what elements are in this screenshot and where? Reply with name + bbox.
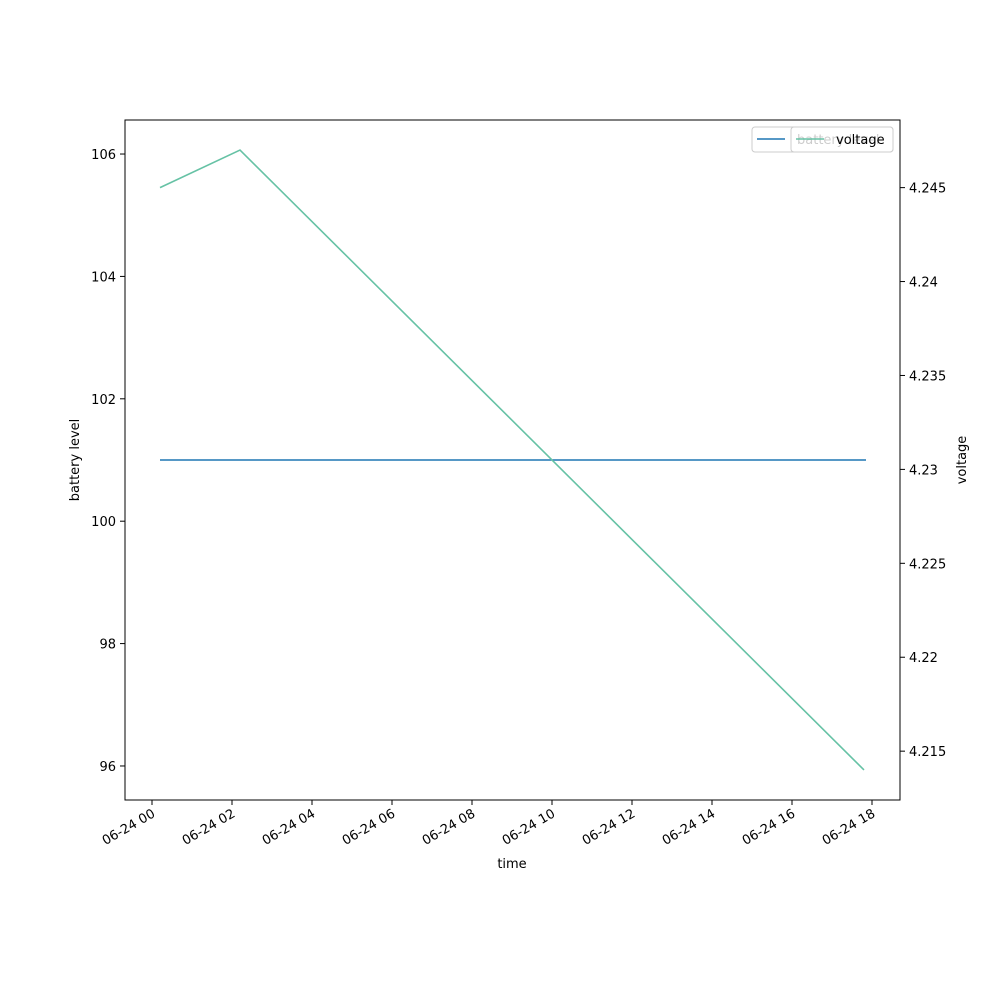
y-tick-label: 98	[99, 638, 116, 653]
legend-label: voltage	[836, 133, 885, 148]
legend-box	[790, 126, 894, 153]
x-tick-label: 06-24 00	[100, 806, 158, 848]
x-tick-label: 06-24 04	[260, 806, 318, 848]
x-tick-label: 06-24 06	[340, 806, 398, 848]
y-tick-label: 96	[99, 760, 116, 775]
x-tick-label: 06-24 12	[580, 806, 638, 848]
y2-tick-label: 4.245	[909, 182, 946, 197]
y2-tick-label: 4.235	[909, 369, 946, 384]
y2-tick-label: 4.23	[909, 463, 938, 478]
x-tick-label: 06-24 08	[420, 806, 478, 848]
y-tick-label: 106	[91, 148, 116, 163]
y-tick-label: 104	[91, 270, 116, 285]
plot-frame	[124, 119, 901, 801]
x-tick-label: 06-24 16	[740, 806, 798, 848]
y2-tick-label: 4.215	[909, 745, 946, 760]
x-tick-label: 06-24 18	[820, 806, 878, 848]
x-tick-label: 06-24 14	[660, 806, 718, 848]
y2-tick-label: 4.24	[909, 276, 938, 291]
x-axis-label: time	[497, 857, 526, 872]
y-tick-label: 100	[91, 515, 116, 530]
x-tick-label: 06-24 02	[180, 806, 238, 848]
x-tick-label: 06-24 10	[500, 806, 558, 848]
y2-axis-label: voltage	[955, 436, 970, 485]
y-tick-label: 102	[91, 393, 116, 408]
y-axis-label: battery level	[68, 419, 83, 502]
line-series	[159, 149, 865, 771]
y2-tick-label: 4.225	[909, 557, 946, 572]
y2-tick-label: 4.22	[909, 651, 938, 666]
